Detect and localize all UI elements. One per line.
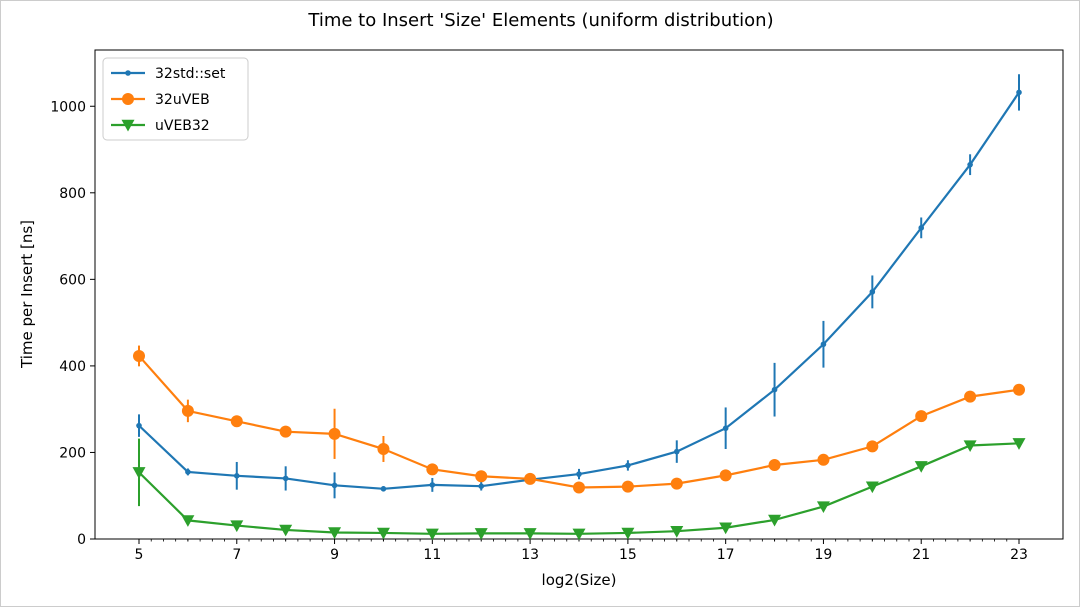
data-point [816,501,830,514]
legend-item-2: 32uVEB [111,92,210,108]
data-point [380,486,387,492]
data-point [475,470,488,483]
data-point [523,528,537,540]
y-tick-label: 800 [59,186,86,202]
data-point [963,440,977,453]
data-point [282,475,289,482]
data-point [230,415,243,428]
data-point [376,527,390,540]
data-point [670,477,683,490]
data-point [918,225,925,231]
data-point [331,482,338,489]
y-axis: 0 200 400 600 800 1000 [50,99,95,548]
legend-label: 32uVEB [155,92,210,108]
legend-label: 32std::set [155,66,226,82]
data-point [425,528,439,541]
legend-item-1: 32std::set [111,66,226,82]
data-point [328,527,342,540]
x-axis-label: log2(Size) [542,571,617,589]
data-point [967,161,973,168]
data-point [136,422,142,429]
y-tick-label: 0 [77,532,86,548]
data-point [377,442,390,455]
series-2 [133,345,1025,494]
x-tick-label: 5 [135,547,144,563]
data-point [1012,438,1026,450]
x-tick-label: 19 [815,547,833,563]
data-point [478,483,485,490]
data-point [1013,383,1025,396]
chart-title: Time to Insert 'Size' Elements (uniform … [307,10,773,31]
series-3 [132,438,1026,541]
x-axis: 5 7 9 11 13 15 17 19 21 23 [135,539,1028,563]
data-point [572,528,586,541]
data-point [328,427,341,440]
data-point [964,390,977,403]
data-point [181,515,195,527]
data-point [820,341,827,348]
x-tick-label: 21 [912,547,930,563]
data-point [279,524,293,537]
data-point [673,448,680,455]
data-point [474,528,488,540]
data-point [573,481,585,494]
data-point [914,461,928,473]
x-tick-label: 9 [330,547,339,563]
y-axis-label: Time per Insert [ns] [18,220,36,369]
y-tick-label: 600 [59,272,86,288]
data-point [621,480,634,493]
data-point [915,410,928,423]
x-tick-label: 13 [521,547,539,563]
data-point [132,467,146,479]
data-point [1016,89,1022,96]
data-point [181,404,194,417]
data-point [670,526,684,538]
data-point [576,471,582,477]
series-layer [132,74,1026,541]
data-point [426,463,439,476]
data-point [817,453,830,466]
data-point [869,289,876,295]
data-point [722,425,729,432]
legend-marker [125,70,131,76]
x-tick-label: 17 [717,547,735,563]
data-point [768,459,781,472]
data-point [279,425,292,438]
x-tick-label: 23 [1010,547,1028,563]
y-tick-label: 400 [59,359,86,375]
data-point [719,522,733,535]
data-point [524,472,537,485]
data-point [230,520,244,533]
legend-box [102,57,249,141]
data-point [625,462,631,469]
data-point [233,473,240,479]
data-point [771,386,778,393]
data-point [719,469,732,482]
data-point [429,482,436,488]
legend-item-3: uVEB32 [111,118,210,134]
data-point [133,349,145,362]
x-tick-label: 7 [232,547,241,563]
legend-label: uVEB32 [155,118,210,134]
legend-marker [122,93,134,105]
x-tick-label: 15 [619,547,637,563]
data-point [768,514,782,527]
legend-marker [121,119,135,132]
y-tick-label: 200 [59,445,86,461]
data-point [866,440,879,453]
x-tick-label: 11 [423,547,441,563]
data-point [865,481,879,494]
y-tick-label: 1000 [50,99,86,115]
data-point [621,527,635,540]
data-point [185,469,191,475]
